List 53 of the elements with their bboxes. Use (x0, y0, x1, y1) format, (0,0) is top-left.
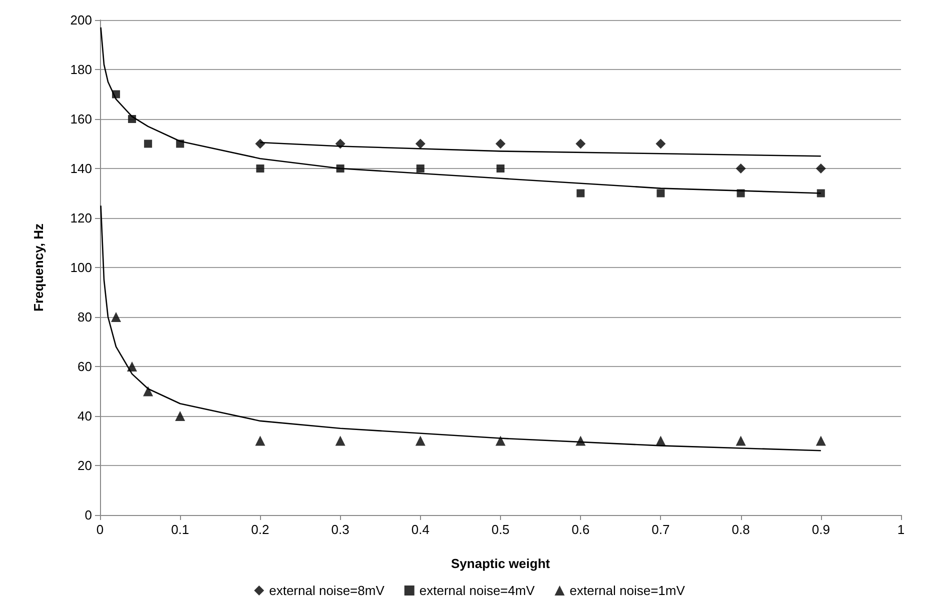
point (816, 436, 826, 446)
point (415, 436, 426, 446)
y-tick-label: 120 (70, 210, 92, 226)
point (576, 436, 586, 446)
x-tick-label: 0.7 (652, 522, 670, 537)
y-tick-label: 180 (70, 62, 92, 77)
point (736, 436, 746, 446)
x-tick-label: 0.5 (491, 522, 510, 537)
y-axis-title: Frequency, Hz (31, 223, 46, 312)
y-tick-label: 200 (70, 12, 92, 28)
y-tick-label: 60 (78, 359, 92, 374)
y-tick-label: 20 (78, 458, 92, 473)
point (496, 138, 506, 149)
point (175, 411, 186, 421)
point (816, 164, 826, 174)
point (255, 436, 266, 446)
x-axis-title: Synaptic weight (451, 556, 551, 571)
y-tick-label: 0 (84, 508, 92, 522)
point (416, 164, 424, 172)
point (576, 138, 586, 149)
x-tick-label: 0.1 (171, 522, 190, 537)
point (111, 312, 122, 322)
y-tick-label: 140 (70, 161, 92, 176)
y-tick-label: 40 (78, 408, 92, 424)
x-tick-label: 0.4 (411, 522, 430, 537)
y-tick-label: 80 (78, 310, 92, 324)
x-tick-label: 0 (96, 522, 104, 537)
point (496, 436, 506, 446)
line-series (100, 204, 822, 452)
point (255, 138, 266, 149)
point (656, 138, 666, 149)
point (256, 164, 264, 172)
legend-label: external noise=8mV (269, 583, 385, 598)
point (143, 386, 154, 396)
point (656, 189, 665, 198)
x-tick-label: 0.8 (732, 522, 750, 537)
point (576, 189, 585, 198)
x-tick-label: 0.2 (251, 522, 270, 537)
point (127, 362, 138, 372)
y-tick-label: 160 (70, 112, 92, 126)
point (816, 189, 825, 198)
point (415, 138, 426, 149)
point (736, 164, 746, 174)
point (144, 140, 152, 148)
legend-label: external noise=4mV (419, 583, 535, 598)
x-tick-label: 0.6 (572, 522, 590, 537)
legend-label: external noise=1mV (570, 583, 686, 598)
x-tick-label: 1 (897, 522, 905, 537)
x-tick-label: 0.3 (331, 522, 350, 537)
point (335, 436, 346, 446)
x-tick-label: 0.9 (812, 522, 830, 537)
y-tick-label: 100 (70, 260, 92, 275)
point (496, 164, 504, 172)
